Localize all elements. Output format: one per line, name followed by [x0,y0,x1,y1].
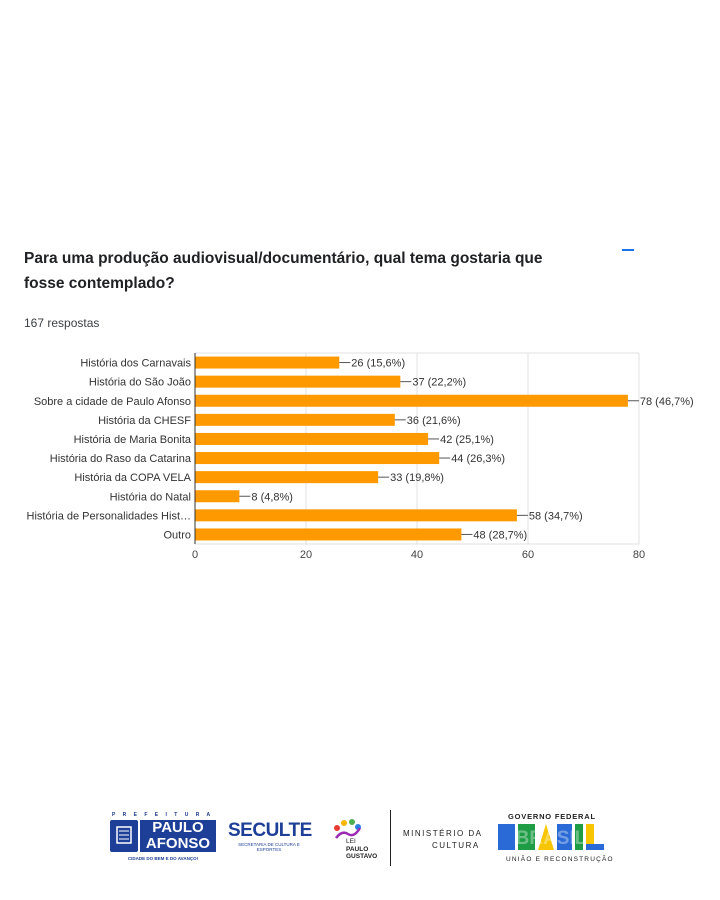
category-label: História de Personalidades Hist… [27,510,191,522]
seculte-subtitle: SECRETARIA DE CULTURA E ESPORTES [238,842,300,852]
category-label: Outro [163,529,191,541]
bar [195,490,240,503]
bar [195,356,340,369]
x-tick-label: 40 [411,549,423,561]
governo-federal-label: GOVERNO FEDERAL [508,812,596,821]
data-label: 42 (25,1%) [440,434,494,446]
category-label: História da COPA VELA [74,472,191,484]
paulo-gustavo-label: PAULO GUSTAVO [346,846,378,860]
prefeitura-label: P R E F E I T U R A [112,812,214,818]
prefeitura-paulo-afonso-logo: P R E F E I T U R A PAULO AFONSO CIDADE … [108,810,218,870]
category-label: História de Maria Bonita [74,434,192,446]
x-tick-label: 20 [300,549,312,561]
bar [195,509,517,522]
x-tick-label: 0 [192,549,198,561]
collapse-indicator [622,249,634,251]
category-label: História do Natal [110,491,191,503]
seculte-label: SECULTE [228,820,312,841]
lei-label: LEI [346,838,356,845]
category-label: História da CHESF [98,415,191,427]
lei-paulo-gustavo-icon [334,819,362,839]
x-tick-label: 80 [633,549,645,561]
data-label: 44 (26,3%) [451,453,505,465]
data-label: 48 (28,7%) [473,529,527,541]
category-label: Sobre a cidade de Paulo Afonso [34,396,191,408]
bar [195,375,401,388]
lei-paulo-gustavo-logo: LEI PAULO GUSTAVO [326,818,382,868]
data-label: 8 (4,8%) [251,491,293,503]
uniao-reconstrucao-label: UNIÃO E RECONSTRUÇÃO [506,856,614,863]
bar [195,432,429,445]
question-title: Para uma produção audiovisual/documentár… [24,250,543,292]
data-label: 26 (15,6%) [351,358,405,370]
category-label: História dos Carnavais [80,358,191,370]
bar-chart: 0 20 40 60 80 História dos Carnavais 26 (15,6%… [27,352,694,561]
data-label: 36 (21,6%) [407,415,461,427]
category-label: História do São João [89,377,191,389]
brasil-logo: BRASIL [498,824,604,850]
category-label: História do Raso da Catarina [50,453,192,465]
response-count: 167 respostas [24,316,100,330]
footer-logos: P R E F E I T U R A PAULO AFONSO CIDADE … [0,800,720,880]
data-label: 58 (34,7%) [529,510,583,522]
seculte-logo: SECULTE SECRETARIA DE CULTURA E ESPORTES [228,820,312,860]
bar [195,528,462,541]
bar [195,471,379,484]
cidade-slogan: CIDADE DO BEM E DO AVANÇO! [127,856,199,861]
logo-divider [390,810,391,866]
paulo-label: PAULO [140,820,216,836]
bar [195,452,440,465]
x-tick-label: 60 [522,549,534,561]
data-label: 78 (46,7%) [640,396,694,408]
bar [195,413,395,426]
city-crest-icon [110,820,138,852]
afonso-label: AFONSO [140,836,216,852]
brasil-label: BRASIL [516,828,587,849]
data-label: 37 (22,2%) [412,377,466,389]
ministerio-line1: MINISTÉRIO DA [403,829,483,838]
bar [195,394,628,407]
data-label: 33 (19,8%) [390,472,444,484]
ministerio-line2: CULTURA [432,841,480,850]
